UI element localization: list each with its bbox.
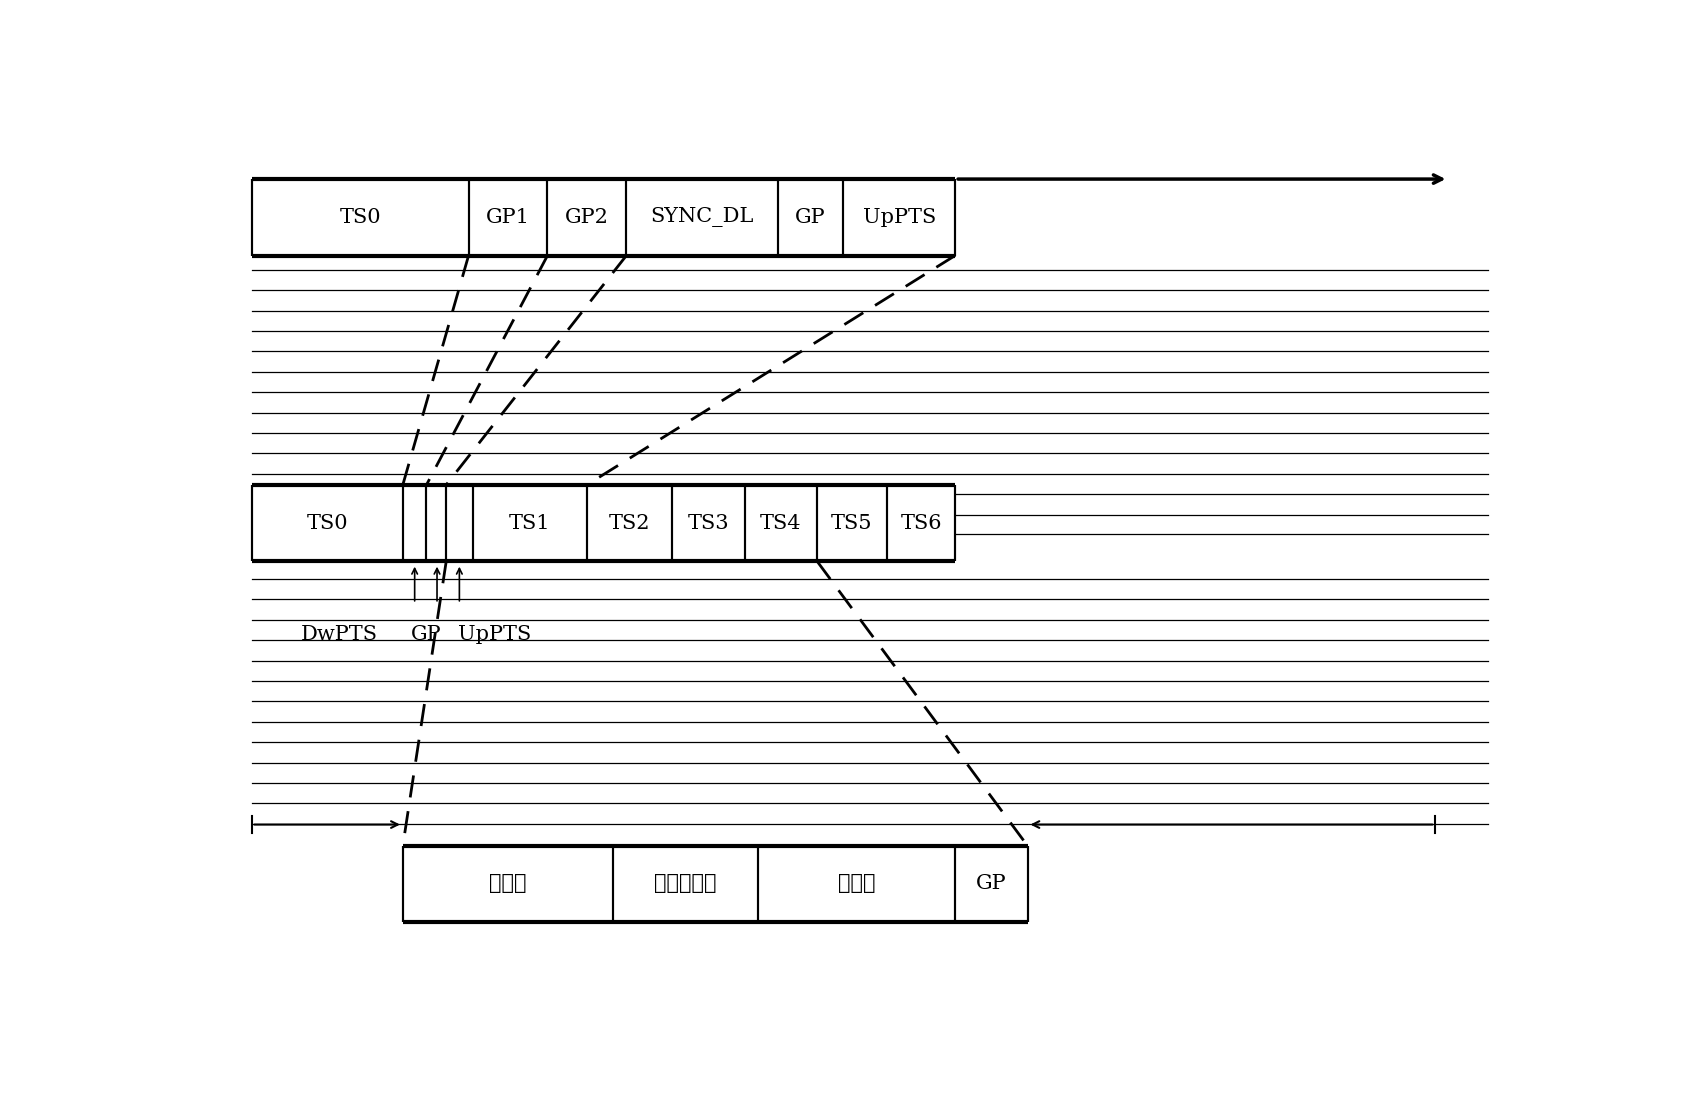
Bar <box>402 846 1028 922</box>
Text: GP2: GP2 <box>565 207 609 227</box>
Text: GP: GP <box>411 625 441 644</box>
Text: GP1: GP1 <box>485 207 529 227</box>
Text: 数据域: 数据域 <box>489 875 526 893</box>
Text: DwPTS: DwPTS <box>300 625 378 644</box>
Text: 数据域: 数据域 <box>838 875 876 893</box>
Text: TS0: TS0 <box>339 207 380 227</box>
Text: TS6: TS6 <box>899 514 942 533</box>
Text: GP: GP <box>976 875 1006 893</box>
Text: 训练序列域: 训练序列域 <box>655 875 716 893</box>
Text: TS2: TS2 <box>609 514 650 533</box>
Text: TS4: TS4 <box>760 514 801 533</box>
Text: TS3: TS3 <box>687 514 730 533</box>
Bar <box>251 485 955 561</box>
Text: SYNC_DL: SYNC_DL <box>650 207 753 227</box>
Text: GP: GP <box>796 207 826 227</box>
Bar <box>251 179 955 256</box>
Text: TS5: TS5 <box>832 514 872 533</box>
Text: TS1: TS1 <box>509 514 550 533</box>
Text: UpPTS: UpPTS <box>458 625 531 644</box>
Text: UpPTS: UpPTS <box>862 207 937 227</box>
Text: TS0: TS0 <box>307 514 348 533</box>
